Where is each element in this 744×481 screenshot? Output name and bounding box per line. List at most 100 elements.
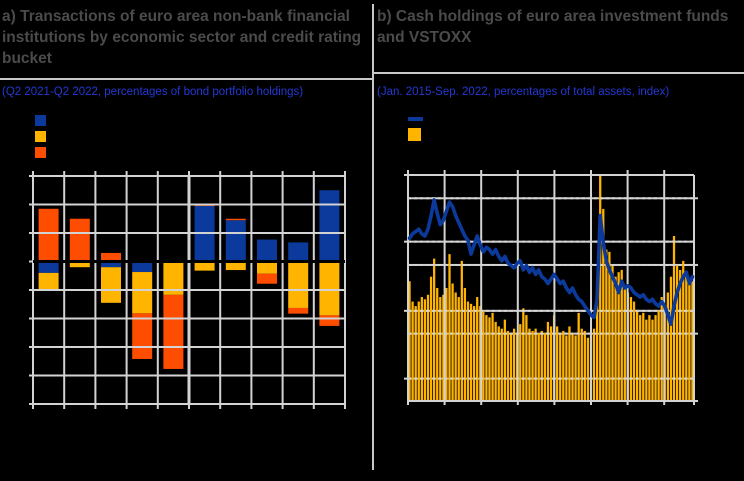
vstoxx-bar [463, 288, 467, 401]
bar-segment-blue [101, 261, 121, 268]
vstoxx-bar [485, 315, 488, 401]
vstoxx-bar [414, 306, 417, 401]
vstoxx-bar [599, 175, 602, 401]
vstoxx-bar [666, 292, 669, 401]
vstoxx-bar [509, 333, 513, 401]
vstoxx-bar [571, 333, 574, 401]
bar-segment-yellow [69, 261, 90, 268]
zero-line [33, 260, 345, 263]
vstoxx-bar [580, 328, 583, 401]
vstoxx-bar [682, 260, 685, 401]
vstoxx-bar [543, 333, 546, 401]
vstoxx-bar [608, 251, 611, 401]
vstoxx-bar [614, 276, 617, 401]
vstoxx-bar [411, 301, 414, 401]
vstoxx-bar [546, 321, 550, 401]
vstoxx-bar [469, 303, 473, 401]
vstoxx-bar [426, 294, 430, 401]
vstoxx-bar [476, 297, 479, 401]
vstoxx-bar [592, 328, 596, 401]
vstoxx-bar [679, 269, 682, 401]
vstoxx-bar [534, 328, 537, 401]
right-panel-title: b) Cash holdings of euro area investment… [377, 8, 729, 46]
right-chart [404, 170, 698, 405]
right-legend-swatch-yellow [408, 128, 421, 141]
vstoxx-bar [577, 312, 580, 401]
bar-segment-orange [132, 313, 153, 359]
bar-segment-yellow [194, 261, 215, 271]
right-legend-swatch-blue-line [408, 117, 423, 121]
vstoxx-bar [445, 288, 448, 401]
vstoxx-bar [451, 283, 454, 401]
vstoxx-bar [448, 254, 451, 401]
vstoxx-bar [528, 328, 531, 401]
vstoxx-bar [497, 326, 500, 401]
left-legend-swatch-blue [35, 115, 46, 126]
right-panel-subtitle: (Jan. 2015-Sep. 2022, percentages of tot… [377, 86, 670, 98]
vstoxx-bar [586, 337, 590, 401]
vstoxx-bar [540, 330, 543, 401]
bar-segment-blue [132, 261, 153, 273]
vstoxx-bar [672, 236, 676, 401]
vstoxx-bar [512, 328, 516, 401]
vstoxx-bar [519, 324, 522, 401]
left-panel-title: a) Transactions of euro area non-bank fi… [2, 8, 362, 67]
vstoxx-bar [442, 294, 445, 401]
vstoxx-bar [639, 315, 642, 401]
bar-segment-blue [225, 220, 246, 262]
vstoxx-bar [439, 297, 442, 401]
left-chart [29, 171, 346, 409]
vstoxx-bar [654, 315, 657, 401]
vstoxx-bar [433, 258, 436, 401]
bar-segment-yellow [319, 261, 340, 316]
vstoxx-bar [466, 301, 470, 401]
bar-segment-yellow [225, 261, 246, 271]
cash-holdings-line [407, 198, 695, 327]
vstoxx-bar [506, 330, 510, 401]
vstoxx-bar [648, 315, 651, 401]
vstoxx-bar [645, 319, 648, 401]
vstoxx-bar [454, 292, 457, 401]
bar-segment-orange [101, 252, 121, 262]
vstoxx-bar [436, 288, 439, 401]
vstoxx-bar [429, 276, 433, 401]
vstoxx-bar [583, 330, 586, 401]
vstoxx-bar [556, 326, 559, 401]
vstoxx-bar [472, 306, 476, 401]
right-chart-bars [408, 175, 694, 401]
right-header-rule [374, 72, 744, 74]
bar-segment-yellow [257, 261, 277, 274]
left-legend-swatch-yellow [35, 131, 46, 142]
bar-segment-yellow [163, 262, 184, 295]
vstoxx-bar [500, 328, 503, 401]
vstoxx-bar [420, 297, 423, 401]
bar-segment-orange [257, 273, 277, 284]
vstoxx-bar [488, 317, 491, 401]
bar-segment-blue [288, 242, 309, 262]
vstoxx-bar [574, 335, 577, 401]
vstoxx-bar [559, 333, 562, 401]
left-panel-subtitle: (Q2 2021-Q2 2022, percentages of bond po… [2, 86, 304, 98]
vstoxx-bar [522, 308, 525, 401]
left-header-rule [0, 78, 372, 80]
vstoxx-bar [503, 319, 507, 401]
vstoxx-bar [685, 276, 688, 401]
bar-segment-yellow [288, 261, 309, 308]
bar-segment-yellow [38, 272, 59, 290]
vstoxx-bar [660, 297, 663, 401]
vstoxx-bar [494, 321, 497, 401]
vstoxx-bar [595, 299, 599, 401]
vstoxx-bar [482, 310, 485, 401]
vstoxx-bar [675, 265, 679, 401]
vstoxx-bar [549, 326, 553, 401]
bar-segment-blue [257, 239, 277, 262]
vstoxx-bar [457, 297, 460, 401]
bar-segment-orange [319, 315, 340, 326]
vstoxx-bar [565, 335, 568, 401]
vstoxx-bar [602, 208, 605, 401]
bar-segment-orange [288, 307, 309, 314]
bar-segment-blue [319, 190, 340, 262]
bar-segment-yellow [101, 267, 121, 303]
bar-segment-orange [38, 208, 59, 262]
